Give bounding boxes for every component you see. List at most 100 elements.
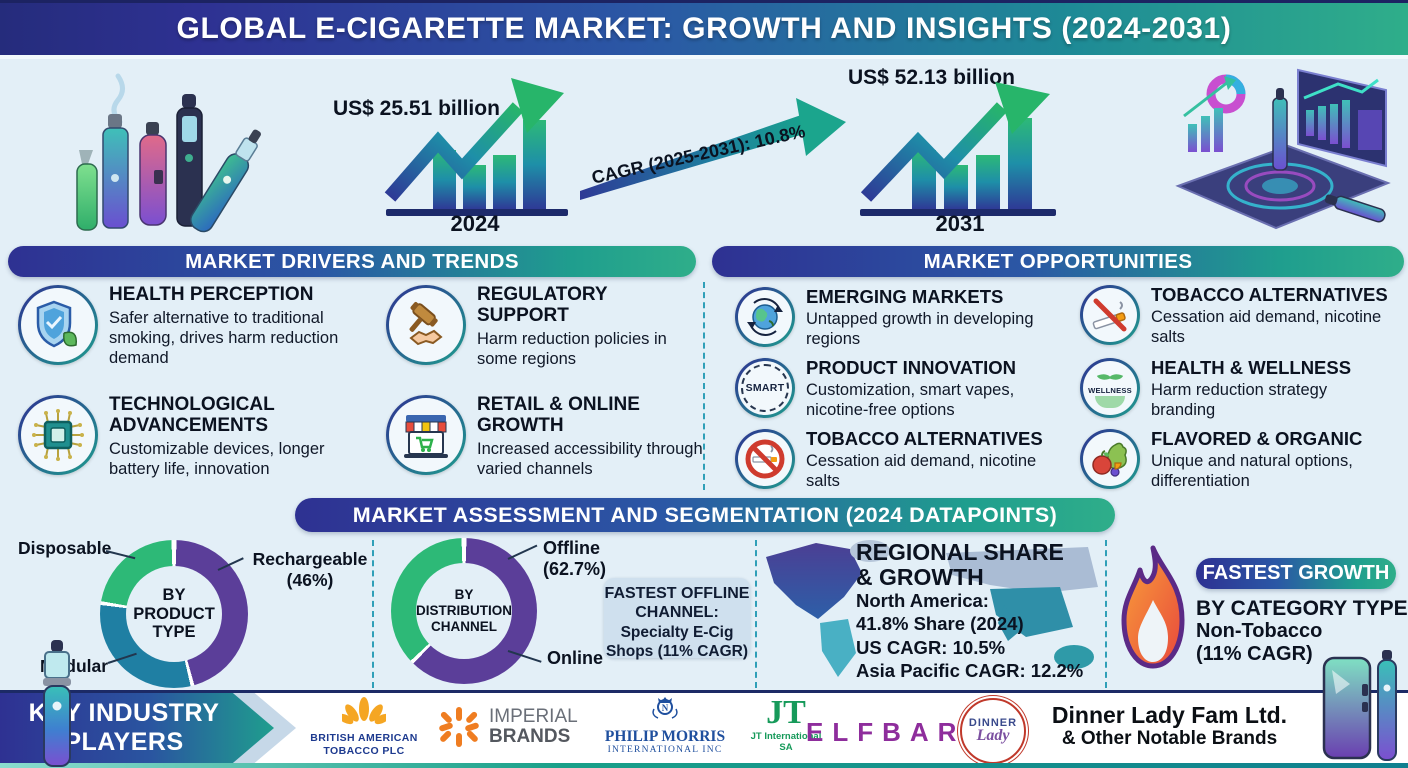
driver-title: HEALTH PERCEPTION (109, 284, 314, 305)
segmentation-section-header: MARKET ASSESSMENT AND SEGMENTATION (2024… (295, 498, 1115, 532)
pm-crest-icon: N (652, 697, 678, 719)
opportunity-desc: Harm reduction strategy branding (1151, 381, 1328, 420)
page-title: GLOBAL E-CIGARETTE MARKET: GROWTH AND IN… (176, 12, 1232, 45)
donut-label-disposable: Disposable (18, 538, 112, 558)
dinner-lady-text: Dinner Lady Fam Ltd. & Other Notable Bra… (1051, 702, 1288, 750)
opportunity-tobacco-alternatives-2: TOBACCO ALTERNATIVES Cessation aid deman… (735, 428, 1056, 492)
logo-jt: JT JT International SA (750, 694, 822, 754)
driver-desc: Harm reduction policies in some regions (477, 329, 667, 368)
fastest-growth-category: Non-Tobacco (1196, 620, 1323, 642)
opportunity-desc: Untapped growth in developing regions (806, 310, 1034, 349)
driver-regulatory-support: REGULATORY SUPPORT Harm reduction polici… (386, 284, 696, 369)
opportunity-desc: Cessation aid demand, nicotine salts (806, 452, 1037, 491)
market-value-2024: US$ 25.51 billion (333, 97, 500, 120)
key-players-band: KEY INDUSTRY PLAYERS BRITISH AMERICAN TO… (0, 690, 1408, 768)
driver-desc: Increased accessibility through varied c… (477, 439, 703, 478)
donut-label-online: Online (547, 648, 604, 668)
panel-divider (755, 540, 757, 688)
leader-line (507, 544, 538, 560)
title-bar: GLOBAL E-CIGARETTE MARKET: GROWTH AND IN… (0, 0, 1408, 55)
opportunity-title: HEALTH & WELLNESS (1151, 357, 1352, 378)
regional-stats: North America: 41.8% Share (2024) US CAG… (856, 590, 1084, 684)
driver-title: REGULATORY SUPPORT (477, 284, 608, 326)
donut-center-label: BY (454, 586, 474, 602)
shield-leaf-icon (18, 285, 98, 365)
donut-center-label: TYPE (152, 623, 196, 642)
opportunity-title: FLAVORED & ORGANIC (1151, 428, 1363, 449)
logo-elfbar: ELFBAR (806, 717, 966, 747)
product-type-donut-chart: BY PRODUCT TYPE (100, 540, 248, 688)
opportunities-section-header: MARKET OPPORTUNITIES (712, 246, 1404, 277)
column-divider (703, 282, 705, 490)
regional-us-cagr: US CAGR: 10.5% (856, 636, 1006, 658)
logo-imperial-brands: IMPERIAL BRANDS (437, 705, 578, 749)
flame-icon (1121, 545, 1185, 669)
bat-leaf-icon (338, 697, 390, 725)
opportunity-desc: Cessation aid demand, nicotine salts (1151, 308, 1382, 347)
driver-desc: Safer alternative to traditional smoking… (109, 308, 339, 368)
analytics-dashboard-illustration (1175, 68, 1391, 230)
donut-center-label: BY (162, 586, 186, 605)
opportunity-product-innovation: SMART PRODUCT INNOVATION Customization, … (735, 357, 1051, 421)
logo-dinner-lady-badge: DINNER Lady (960, 698, 1026, 764)
wellness-leaf-icon: WELLNESS (1080, 358, 1140, 418)
drivers-section-header: MARKET DRIVERS AND TRENDS (8, 246, 696, 277)
opportunity-tobacco-alternatives-1: TOBACCO ALTERNATIVES Cessation aid deman… (1080, 284, 1401, 348)
fastest-growth-badge: FASTEST GROWTH (1196, 558, 1396, 589)
vape-devices-illustration (76, 73, 261, 233)
vape-pen-illustration-left (43, 640, 71, 767)
globe-arrows-icon (735, 287, 795, 347)
regional-na-share: 41.8% Share (2024) (856, 613, 1024, 635)
fastest-growth-cagr: (11% CAGR) (1196, 643, 1313, 665)
fastest-offline-channel-box: FASTEST OFFLINE CHANNEL: Specialty E-Cig… (604, 578, 750, 660)
storefront-cart-icon (386, 395, 466, 475)
opportunity-desc: Unique and natural options, differentiat… (1151, 452, 1353, 491)
market-value-2031: US$ 52.13 billion (848, 66, 1015, 89)
year-2031-label: 2031 (935, 211, 985, 236)
no-smoking-icon (735, 429, 795, 489)
smart-icon-text: SMART (745, 382, 785, 394)
donut-label-rechargeable: Rechargeable (46%) (252, 549, 368, 590)
regional-na-label: North America: (856, 590, 989, 611)
driver-retail-online-growth: RETAIL & ONLINE GROWTH Increased accessi… (386, 394, 703, 479)
donut-label-offline: Offline (62.7%) (543, 538, 607, 579)
opportunity-title: EMERGING MARKETS (806, 286, 1004, 307)
panel-divider (1105, 540, 1107, 688)
fastest-growth-title: BY CATEGORY TYPE (1196, 597, 1408, 620)
opportunity-title: TOBACCO ALTERNATIVES (1151, 284, 1388, 305)
smart-vape-icon: SMART (735, 358, 795, 418)
imperial-starburst-icon (439, 707, 479, 747)
growth-chart-2031 (860, 82, 1056, 216)
donut-center-label: PRODUCT (133, 604, 215, 623)
growth-chart-2024 (384, 78, 568, 216)
opportunity-flavored-organic: FLAVORED & ORGANIC Unique and natural op… (1080, 428, 1406, 492)
cagr-arrow (580, 98, 846, 200)
driver-health-perception: HEALTH PERCEPTION Safer alternative to t… (18, 284, 363, 368)
panel-divider (372, 540, 374, 688)
opportunity-title: PRODUCT INNOVATION (806, 357, 1017, 378)
driver-technological-advancements: TECHNOLOGICAL ADVANCEMENTS Customizable … (18, 394, 378, 479)
driver-desc: Customizable devices, longer battery lif… (109, 439, 325, 478)
logo-british-american-tobacco: BRITISH AMERICAN TOBACCO PLC (300, 697, 428, 758)
regional-apac-cagr: Asia Pacific CAGR: 12.2% (856, 660, 1084, 682)
opportunity-emerging-markets: EMERGING MARKETS Untapped growth in deve… (735, 286, 1036, 350)
bottom-accent-strip (0, 763, 1408, 768)
circuit-chip-icon (18, 395, 98, 475)
logo-philip-morris: N PHILIP MORRIS INTERNATIONAL INC (598, 695, 732, 755)
distribution-channel-donut-chart: BY DISTRIBUTION CHANNEL (391, 538, 537, 684)
driver-title: RETAIL & ONLINE GROWTH (477, 394, 640, 436)
year-2024-label: 2024 (450, 211, 500, 236)
vape-devices-illustration-right (1322, 650, 1397, 761)
crossed-cigarette-icon (1080, 285, 1140, 345)
wellness-icon-text: WELLNESS (1088, 386, 1132, 395)
donut-center-label: CHANNEL (431, 619, 497, 635)
title-divider (0, 55, 1408, 59)
opportunity-desc: Customization, smart vapes, nicotine-fre… (806, 381, 1015, 420)
gavel-handshake-icon (386, 285, 466, 365)
driver-title: TECHNOLOGICAL ADVANCEMENTS (109, 394, 275, 436)
fruits-icon (1080, 429, 1140, 489)
world-map-illustration (766, 540, 1098, 677)
donut-center-label: DISTRIBUTION (416, 602, 512, 618)
regional-title: REGIONAL SHARE & GROWTH (856, 539, 1064, 590)
